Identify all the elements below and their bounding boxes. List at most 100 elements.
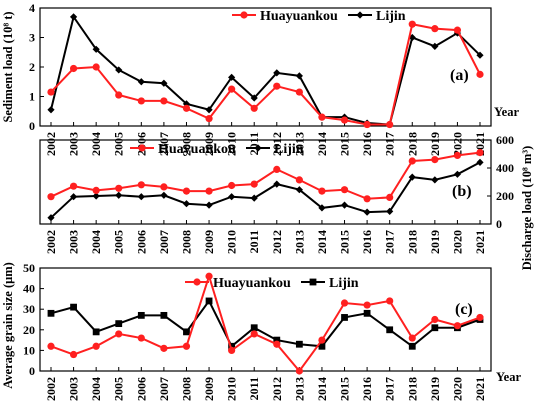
- x-tick-label: 2002: [44, 230, 58, 254]
- data-point-huayuankou: [92, 63, 100, 71]
- legend-label: Lijin: [274, 142, 304, 157]
- data-point-lijin: [69, 193, 78, 201]
- data-point-huayuankou: [115, 330, 123, 338]
- data-point-lijin: [92, 192, 100, 200]
- x-tick-label: 2011: [247, 377, 261, 400]
- legend-marker: [254, 144, 262, 152]
- x-tick-label: 2002: [44, 377, 58, 401]
- data-point-huayuankou: [318, 113, 326, 121]
- legend: Huayuankou Lijin: [130, 142, 304, 157]
- data-point-huayuankou: [363, 120, 371, 129]
- data-point-lijin: [47, 309, 55, 317]
- x-tick-label: 2010: [225, 132, 239, 156]
- data-point-huayuankou: [363, 195, 371, 203]
- y-tick-label: 10: [23, 343, 35, 357]
- data-point-huayuankou: [273, 82, 281, 90]
- data-point-lijin: [476, 51, 484, 59]
- x-tick-label: 2004: [89, 132, 103, 156]
- x-tick-label: 2005: [112, 377, 126, 401]
- data-point-lijin: [295, 340, 303, 348]
- data-point-lijin: [295, 186, 303, 194]
- y-tick-label: 0: [496, 217, 502, 231]
- legend-marker: [240, 11, 248, 19]
- x-tick-label: 2020: [450, 132, 464, 156]
- y-tick-label: 2: [29, 60, 35, 74]
- x-tick-label: 2011: [247, 230, 261, 253]
- data-point-lijin: [363, 208, 371, 216]
- y-axis-label: Discharge load (10⁸ m³): [520, 146, 534, 271]
- x-tick-label: 2021: [473, 377, 487, 401]
- x-tick-label: 2021: [473, 132, 487, 156]
- x-tick-label: 2012: [270, 230, 284, 254]
- data-point-huayuankou: [92, 186, 100, 194]
- data-point-lijin: [160, 311, 168, 319]
- x-tick-label: 2015: [338, 132, 352, 156]
- x-axis-label: Year: [496, 370, 521, 384]
- legend-label: Huayuankou: [158, 142, 236, 157]
- panel-label: (c): [455, 301, 473, 318]
- data-point-lijin: [476, 158, 484, 166]
- x-tick-label: 2019: [428, 132, 442, 156]
- data-point-huayuankou: [476, 313, 484, 322]
- legend-marker: [193, 278, 201, 286]
- data-point-lijin: [431, 42, 439, 50]
- data-point-lijin: [363, 309, 371, 317]
- x-tick-label: 2006: [134, 377, 148, 401]
- data-point-lijin: [92, 45, 100, 53]
- x-tick-label: 2009: [202, 132, 216, 156]
- series-line-huayuankou: [50, 23, 481, 126]
- series-line-lijin: [50, 161, 481, 219]
- x-tick-label: 2014: [315, 377, 329, 401]
- data-point-lijin: [115, 66, 123, 74]
- y-axis-label: Sediment load (10⁸ t): [1, 11, 15, 122]
- data-point-huayuankou: [295, 367, 303, 375]
- data-point-lijin: [47, 214, 55, 222]
- data-point-huayuankou: [69, 64, 78, 73]
- x-tick-label: 2016: [360, 377, 374, 401]
- y-tick-label: 200: [496, 189, 514, 203]
- data-point-lijin: [250, 94, 258, 102]
- x-tick-label: 2017: [383, 377, 397, 401]
- data-point-huayuankou: [47, 88, 55, 96]
- data-point-huayuankou: [340, 186, 349, 194]
- data-point-lijin: [431, 176, 439, 184]
- y-tick-label: 1: [29, 90, 35, 104]
- y-tick-label: 400: [496, 161, 514, 175]
- x-tick-label: 2007: [157, 132, 171, 156]
- x-tick-label: 2006: [134, 230, 148, 254]
- data-point-huayuankou: [476, 149, 484, 157]
- legend-label: Lijin: [329, 276, 359, 291]
- y-tick-label: 50: [23, 261, 35, 275]
- data-point-lijin: [318, 342, 326, 350]
- data-point-huayuankou: [228, 85, 236, 93]
- data-point-lijin: [408, 173, 416, 181]
- data-point-lijin: [228, 73, 236, 81]
- y-tick-label: 0: [29, 364, 35, 378]
- data-point-lijin: [47, 106, 55, 114]
- x-tick-label: 2014: [315, 132, 329, 156]
- data-point-huayuankou: [295, 176, 303, 184]
- x-tick-label: 2018: [405, 132, 419, 156]
- data-point-huayuankou: [160, 183, 168, 191]
- x-tick-label: 2015: [338, 230, 352, 254]
- data-point-huayuankou: [182, 342, 191, 350]
- data-point-lijin: [273, 69, 281, 77]
- data-point-huayuankou: [182, 187, 191, 195]
- x-tick-label: 2009: [202, 377, 216, 401]
- y-tick-label: 4: [29, 1, 35, 15]
- data-point-lijin: [250, 194, 258, 202]
- panel-label: (b): [452, 183, 472, 200]
- data-point-lijin: [137, 311, 145, 319]
- legend-label: Huayuankou: [260, 9, 338, 24]
- data-point-huayuankou: [386, 297, 394, 305]
- legend-marker: [309, 278, 317, 286]
- x-tick-label: 2020: [450, 377, 464, 401]
- series-line-huayuankou: [50, 272, 481, 373]
- data-point-huayuankou: [250, 330, 258, 338]
- data-point-huayuankou: [250, 180, 258, 188]
- data-point-lijin: [70, 303, 77, 311]
- data-point-lijin: [182, 200, 191, 208]
- data-point-huayuankou: [137, 334, 145, 342]
